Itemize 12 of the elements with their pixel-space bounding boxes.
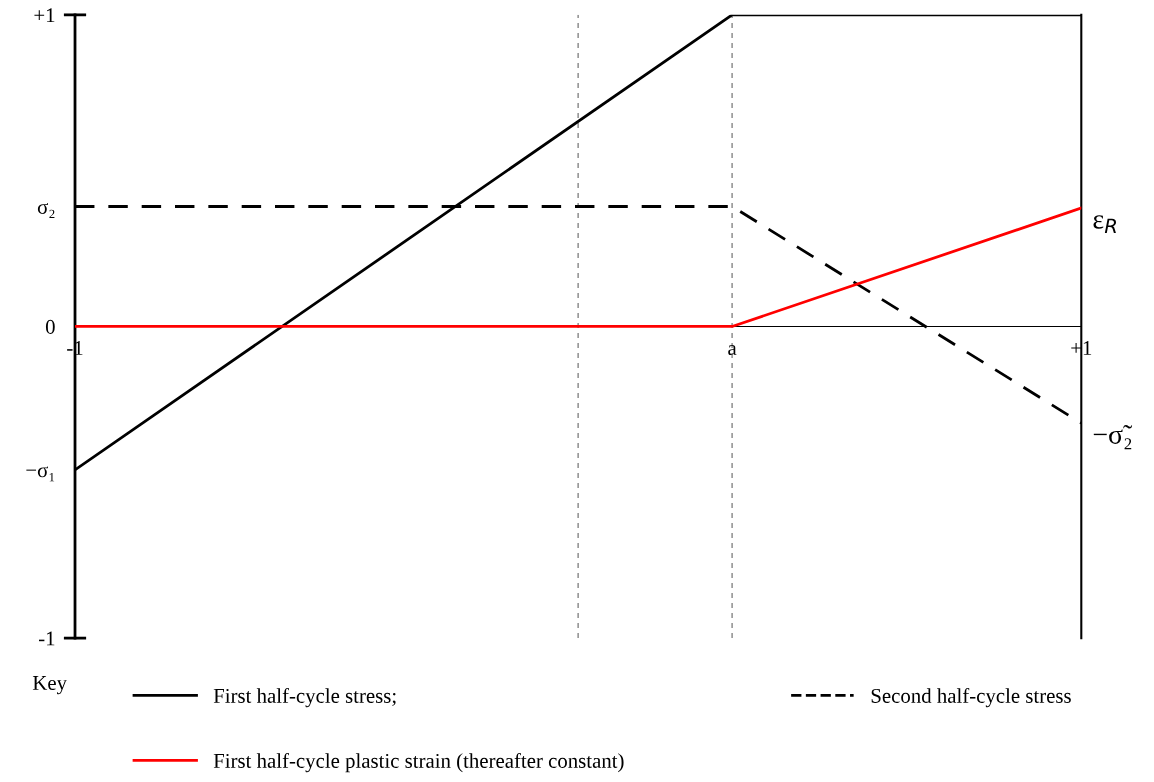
y-tick-label: +1 [34, 8, 55, 23]
legend-title: Key [32, 676, 67, 695]
y-tick-label: σ₂ [37, 203, 55, 218]
x-tick-label: a [728, 345, 737, 356]
annotation: −σ̃₂ [1093, 424, 1133, 450]
legend-label: First half-cycle stress; [213, 688, 396, 708]
annotation: ε$_{R}$ [1093, 215, 1117, 233]
legend-label: Second half-cycle stress [871, 688, 1071, 708]
y-tick-label: −σ₁ [26, 466, 55, 482]
legend-label: First half-cycle plastic strain (thereafter constant) [213, 753, 624, 773]
y-tick-label: -1 [38, 631, 55, 646]
y-tick-label: 0 [45, 319, 55, 334]
